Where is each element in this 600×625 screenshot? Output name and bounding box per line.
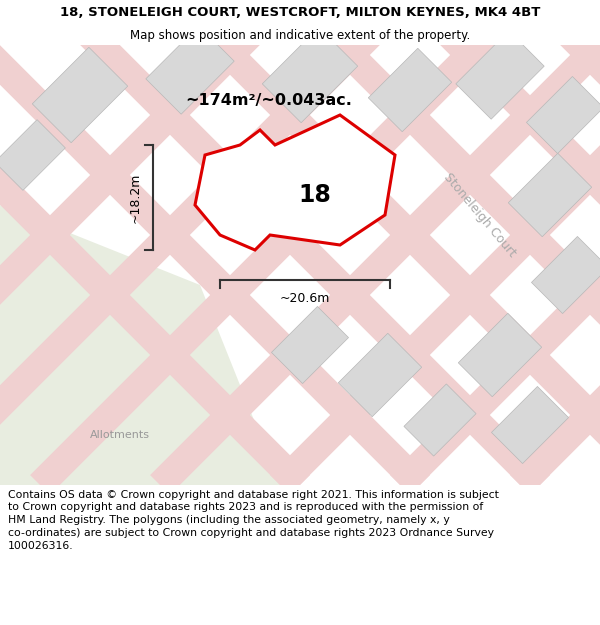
Polygon shape (146, 26, 234, 114)
Polygon shape (0, 119, 65, 191)
Polygon shape (0, 0, 410, 495)
Polygon shape (50, 0, 600, 495)
Polygon shape (195, 115, 395, 250)
Polygon shape (338, 333, 422, 417)
Polygon shape (32, 48, 128, 142)
Text: 18: 18 (299, 183, 331, 207)
Text: Allotments: Allotments (90, 430, 150, 440)
Text: Contains OS data © Crown copyright and database right 2021. This information is : Contains OS data © Crown copyright and d… (8, 489, 499, 551)
Text: Map shows position and indicative extent of the property.: Map shows position and indicative extent… (130, 29, 470, 42)
Polygon shape (508, 153, 592, 237)
Polygon shape (0, 0, 430, 495)
Polygon shape (458, 313, 542, 397)
Polygon shape (271, 306, 349, 384)
Polygon shape (270, 0, 600, 495)
Polygon shape (404, 384, 476, 456)
Polygon shape (262, 28, 358, 123)
Text: Stoneleigh Court: Stoneleigh Court (441, 171, 519, 259)
Text: ~174m²/~0.043ac.: ~174m²/~0.043ac. (185, 92, 352, 108)
Polygon shape (30, 0, 600, 495)
Polygon shape (526, 76, 600, 154)
Polygon shape (150, 0, 600, 495)
Polygon shape (390, 0, 600, 495)
Polygon shape (0, 0, 530, 495)
Polygon shape (456, 31, 544, 119)
Polygon shape (491, 386, 569, 464)
Polygon shape (368, 48, 452, 132)
Polygon shape (510, 0, 600, 495)
Text: ~20.6m: ~20.6m (280, 292, 330, 305)
Text: ~18.2m: ~18.2m (129, 173, 142, 222)
Polygon shape (532, 236, 600, 314)
Polygon shape (0, 205, 280, 485)
Polygon shape (290, 0, 600, 495)
Polygon shape (410, 0, 600, 495)
Polygon shape (0, 0, 310, 495)
Polygon shape (0, 0, 550, 495)
Polygon shape (530, 0, 600, 495)
Polygon shape (170, 0, 600, 495)
Text: 18, STONELEIGH COURT, WESTCROFT, MILTON KEYNES, MK4 4BT: 18, STONELEIGH COURT, WESTCROFT, MILTON … (60, 6, 540, 19)
